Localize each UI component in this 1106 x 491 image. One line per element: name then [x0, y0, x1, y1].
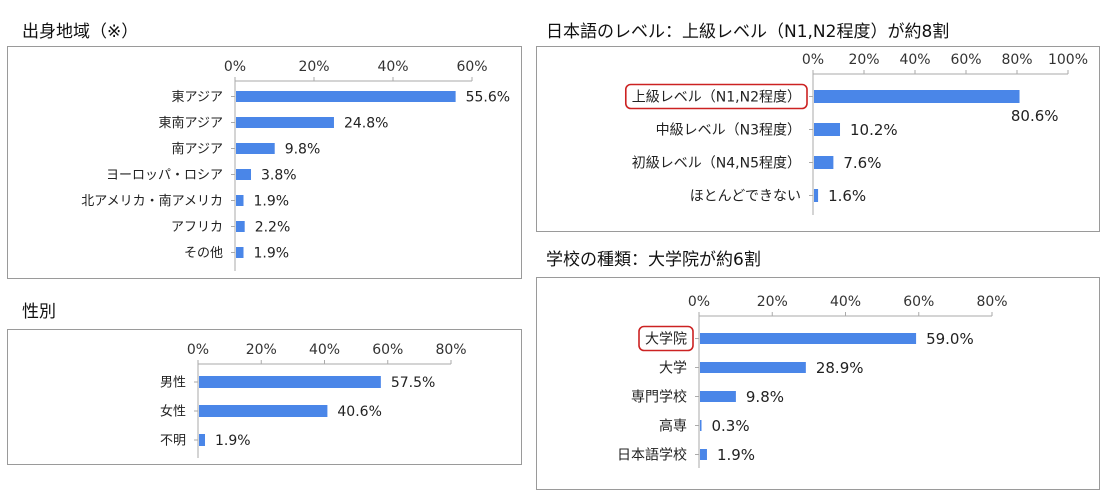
gender-category-label: 女性 [160, 404, 186, 420]
school-tick-label: 80% [976, 294, 1007, 310]
origin-category-label: 東アジア [172, 89, 223, 105]
school-bar [700, 420, 702, 431]
origin-category-label: その他 [184, 246, 223, 261]
gender-tick-label: 0% [187, 342, 209, 358]
japanese-chart-panel: 0% 20% 40% 60% 80% 100% 上級レベル（N1,N2程度） 80.6% 中級レ… [536, 46, 1100, 232]
japanese-bar [814, 189, 819, 202]
gender-tick-label: 40% [309, 342, 340, 358]
japanese-section-title: 日本語のレベル：上級レベル（N1,N2程度）が約8割 [546, 22, 950, 42]
origin-section-title: 出身地域（※） [22, 22, 139, 42]
japanese-tick-label: 60% [950, 52, 981, 68]
japanese-tick-label: 20% [848, 52, 879, 68]
origin-value-label: 3.8% [261, 168, 297, 184]
origin-category-label: 東南アジア [159, 115, 223, 131]
japanese-level-bar-chart: 0% 20% 40% 60% 80% 100% 上級レベル（N1,N2程度） 80.6% 中級レ… [624, 52, 1088, 215]
origin-category-label: 北アメリカ・南アメリカ [81, 193, 223, 209]
japanese-bar [814, 156, 834, 169]
gender-bar [199, 376, 381, 388]
origin-bar [236, 195, 244, 206]
japanese-category-label: ほとんどできない [690, 189, 801, 205]
school-bar [700, 391, 736, 402]
origin-bar [236, 117, 334, 128]
origin-value-label: 9.8% [285, 142, 321, 158]
origin-value-label: 55.6% [466, 90, 510, 106]
japanese-tick-label: 80% [1001, 52, 1032, 68]
japanese-value-label: 80.6% [1011, 107, 1059, 125]
gender-value-label: 1.9% [215, 433, 251, 449]
japanese-value-label: 10.2% [850, 121, 898, 139]
school-highlight-box [638, 325, 694, 352]
school-value-label: 59.0% [926, 330, 974, 348]
school-section-title: 学校の種類：大学院が約6割 [546, 250, 761, 270]
gender-category-label: 男性 [160, 376, 186, 391]
school-bar [700, 449, 707, 460]
origin-tick-label: 40% [377, 59, 408, 75]
origin-tick-label: 0% [224, 59, 246, 75]
gender-section-title: 性別 [22, 302, 56, 322]
school-category-label: 大学院 [645, 332, 687, 348]
school-type-bar-chart: 0% 20% 40% 60% 80% 大学院 59.0% 大学 28.9% 専門学校 9.8% 高専 0… [617, 294, 1008, 468]
japanese-value-label: 7.6% [843, 154, 881, 172]
japanese-highlight-box [624, 83, 808, 110]
origin-bar [236, 221, 245, 232]
school-tick-label: 40% [830, 294, 861, 310]
school-value-label: 9.8% [746, 388, 784, 406]
japanese-tick-label: 40% [899, 52, 930, 68]
origin-category-label: ヨーロッパ・ロシア [106, 168, 223, 183]
school-category-label: 高専 [659, 418, 687, 435]
origin-value-label: 2.2% [255, 220, 291, 236]
gender-bar [199, 405, 328, 417]
school-value-label: 1.9% [717, 446, 755, 464]
japanese-category-label: 上級レベル（N1,N2程度） [632, 90, 801, 106]
origin-bar [236, 169, 252, 180]
school-category-label: 専門学校 [631, 389, 687, 406]
origin-value-label: 1.9% [254, 194, 290, 210]
gender-chart-panel: 0% 20% 40% 60% 80% 男性 57.5% 女性 40.6% 不明 1.9% [7, 329, 522, 465]
gender-category-label: 不明 [160, 434, 186, 449]
gender-bar [199, 434, 206, 446]
school-bar [700, 362, 806, 373]
school-value-label: 0.3% [712, 417, 750, 435]
origin-tick-label: 60% [456, 59, 487, 75]
school-value-label: 28.9% [816, 359, 864, 377]
school-tick-label: 60% [903, 294, 934, 310]
japanese-value-label: 1.6% [828, 187, 866, 205]
origin-bar [236, 143, 275, 154]
japanese-tick-label: 0% [802, 52, 824, 68]
gender-tick-label: 60% [372, 342, 403, 358]
origin-value-label: 24.8% [344, 116, 388, 132]
school-tick-label: 0% [688, 294, 710, 310]
origin-category-label: アフリカ [171, 220, 223, 235]
japanese-bar [814, 90, 1020, 103]
school-chart-panel: 0% 20% 40% 60% 80% 大学院 59.0% 大学 28.9% 専門学校 9.8% 高専 0… [536, 277, 1100, 490]
japanese-category-label: 中級レベル（N3程度） [656, 123, 801, 139]
origin-category-label: 南アジア [172, 141, 223, 157]
gender-tick-label: 80% [435, 342, 466, 358]
school-category-label: 日本語学校 [617, 447, 687, 464]
origin-value-label: 1.9% [254, 246, 290, 262]
origin-bar-chart: 0% 20% 40% 60% 東アジア 55.6% 東南アジア 24.8% 南アジア 9.8% ヨー… [81, 59, 510, 271]
gender-tick-label: 20% [246, 342, 277, 358]
japanese-tick-label: 100% [1048, 52, 1088, 68]
japanese-bar [814, 123, 841, 136]
origin-bar [236, 247, 244, 258]
origin-chart-panel: 0% 20% 40% 60% 東アジア 55.6% 東南アジア 24.8% 南アジア 9.8% ヨー… [7, 46, 522, 279]
gender-value-label: 57.5% [391, 375, 435, 391]
japanese-category-label: 初級レベル（N4,N5程度） [632, 155, 801, 172]
origin-tick-label: 20% [298, 59, 329, 75]
gender-value-label: 40.6% [337, 404, 381, 420]
origin-bar [236, 91, 456, 102]
school-category-label: 大学 [659, 361, 687, 377]
school-tick-label: 20% [757, 294, 788, 310]
school-bar [700, 333, 917, 344]
gender-bar-chart: 0% 20% 40% 60% 80% 男性 57.5% 女性 40.6% 不明 1.9% [160, 342, 467, 458]
